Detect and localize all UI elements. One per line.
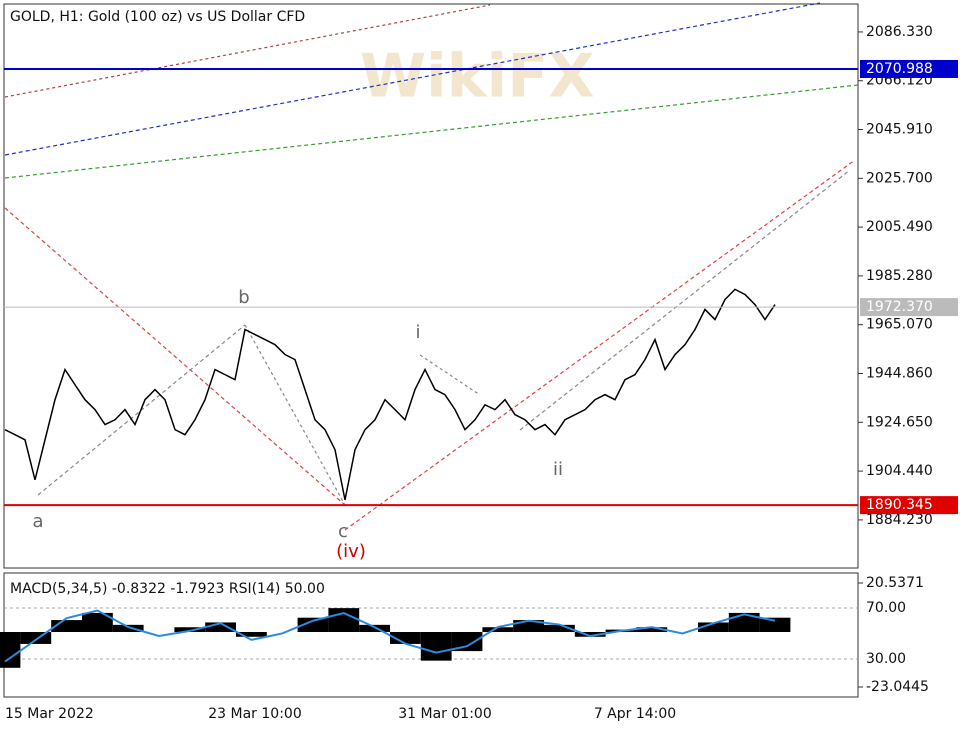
macd-bar [451,632,483,652]
level-box [860,298,958,317]
macd-bar [636,627,668,633]
level-label: 2070.988 [866,61,933,77]
macd-bar [544,624,575,633]
macd-bar [359,624,390,633]
macd-bar [112,624,144,633]
chart-title: GOLD, H1: Gold (100 oz) vs US Dollar CFD [10,9,305,25]
macd-bar [513,620,544,633]
indicator-title: MACD(5,34,5) -0.8322 -1.7923 RSI(14) 50.… [10,581,325,597]
price-line [4,288,776,501]
y-tick-label: 2025.700 [866,170,933,186]
level-label: 1972.370 [866,299,933,315]
macd-bar [482,627,514,633]
x-tick-label: 15 Mar 2022 [5,706,94,722]
level-box [860,496,958,515]
x-tick-label: 31 Mar 01:00 [398,706,491,722]
y-tick-label: 2005.490 [866,219,933,235]
y-tick-label: 1985.280 [866,268,933,284]
macd-bar [0,632,21,668]
rsi-line [4,609,776,663]
wave-label: i [415,322,420,343]
macd-bar [574,632,606,637]
wave-label: (iv) [336,541,366,562]
y2-tick-label: 30.00 [866,651,906,667]
level-label: 1890.345 [866,497,933,513]
macd-bar [20,632,52,644]
macd-bar [51,620,82,633]
y-tick-label: 2086.330 [866,24,933,40]
y-tick-label: 20.5371 [866,575,924,591]
macd-bar [698,622,729,633]
macd-bar [728,612,760,633]
trend-lines [4,2,859,531]
y-tick-label: 1965.070 [866,317,933,333]
y-tick-label: 1884.230 [866,512,933,528]
y-tick-label: 2045.910 [866,122,933,138]
y-tick-label: 1944.860 [866,365,933,381]
macd-bar [297,617,329,633]
wave-label: c [338,521,348,542]
macd-bar [82,612,113,633]
x-tick-label: 23 Mar 10:00 [208,706,301,722]
wave-label: a [32,511,43,532]
y-tick-label: 1924.650 [866,414,933,430]
y2-tick-label: 70.00 [866,600,906,616]
macd-bar [390,632,421,644]
y-tick-label: -23.0445 [866,679,929,695]
macd-bar [174,627,206,633]
wave-label: b [238,287,249,308]
y-tick-label: 1904.440 [866,463,933,479]
macd-bar [420,632,452,661]
macd-bar [759,617,791,633]
macd-bar [328,608,360,633]
wave-label: ii [553,459,563,480]
level-box [860,59,958,78]
price-panel [3,3,859,569]
x-tick-label: 7 Apr 14:00 [594,706,676,722]
macd-bar [236,632,267,637]
watermark: WikiFX [360,42,594,112]
macd-bar [205,622,236,633]
